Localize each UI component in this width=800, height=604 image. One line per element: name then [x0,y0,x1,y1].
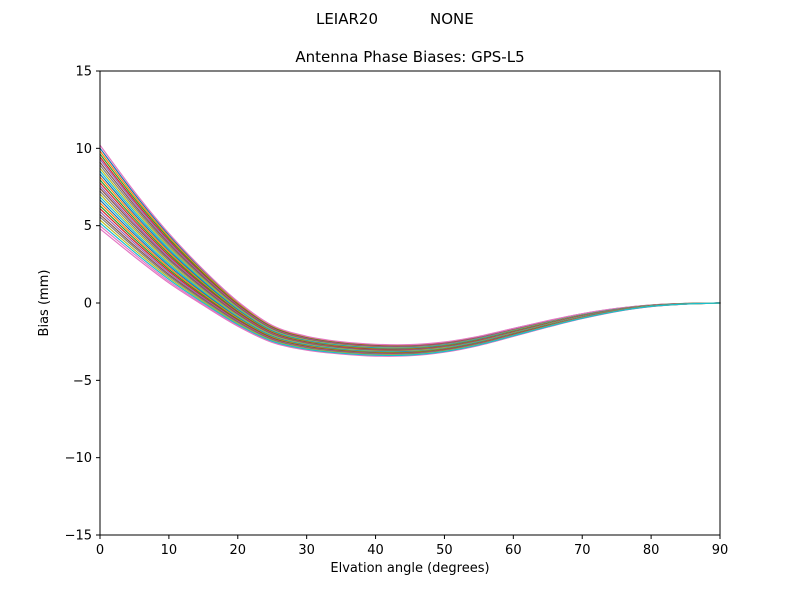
suptitle-antenna: LEIAR20 [316,10,378,28]
series-line-curve-05 [99,158,721,348]
series-line-curve-03 [99,153,721,347]
chart-title: Antenna Phase Biases: GPS-L5 [295,48,524,66]
series-line-curve-01 [99,147,721,346]
y-tick-label: 10 [75,142,92,157]
y-tick-label: 0 [84,297,92,312]
x-tick-label: 40 [367,543,384,558]
series-line-curve-09 [99,167,721,349]
series-line-curve-06 [99,161,721,348]
x-axis-label: Elvation angle (degrees) [330,561,489,576]
y-tick-label: −10 [65,451,92,466]
x-tick-label: 60 [505,543,522,558]
series-line-curve-08 [99,164,721,349]
axes-border [99,70,721,536]
plot-area: 0 10 20 30 40 50 60 70 80 90 −15 −10 −5 0 5 10 15 [65,65,729,559]
series-line-curve-04 [99,156,721,348]
series-line-curve-07 [99,144,721,346]
y-tick-label: −15 [65,529,92,544]
x-tick-label: 90 [712,543,729,558]
series-line-curve-02 [99,150,721,347]
y-tick-label: 5 [84,219,92,234]
y-tick-label: 15 [75,65,92,80]
y-axis-label: Bias (mm) [37,270,52,337]
x-tick-label: 50 [436,543,453,558]
x-tick-label: 20 [230,543,247,558]
series-line-curve-30 [99,222,721,357]
x-tick-label: 30 [298,543,315,558]
x-tick-label: 80 [643,543,660,558]
y-tick-label: −5 [73,374,92,389]
x-tick-label: 0 [96,543,104,558]
x-tick-label: 10 [161,543,178,558]
suptitle-radome: NONE [430,10,474,28]
x-tick-label: 70 [574,543,591,558]
